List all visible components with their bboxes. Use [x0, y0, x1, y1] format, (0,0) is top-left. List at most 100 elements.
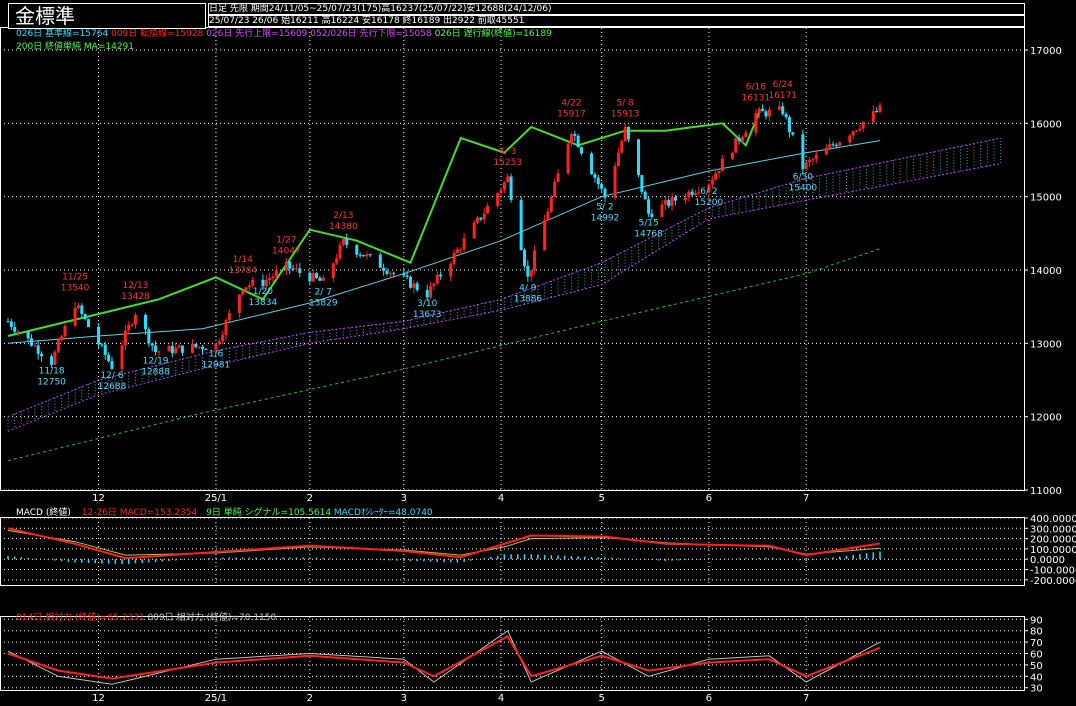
- candle-body: [623, 126, 627, 142]
- candle-body: [13, 327, 17, 332]
- candle-body: [556, 173, 560, 183]
- candle-body: [26, 331, 30, 339]
- candle-body: [509, 176, 513, 200]
- candle-body: [405, 275, 409, 277]
- annotation-date: 2/ 7: [315, 288, 332, 298]
- price-axis-label: 17000: [1030, 46, 1062, 57]
- candle-body: [415, 283, 419, 291]
- candle-body: [388, 272, 392, 274]
- annotation-value: 13829: [309, 299, 338, 309]
- candle-body: [425, 290, 429, 298]
- candle-body: [291, 268, 295, 270]
- candle-body: [29, 338, 33, 346]
- candle-body: [50, 356, 54, 365]
- lag-line: [7, 111, 761, 337]
- x-tick-label: 4: [498, 493, 504, 504]
- candle-body: [663, 200, 667, 205]
- candle-body: [730, 152, 734, 159]
- annotation-date: 11/18: [39, 367, 65, 377]
- candle-body: [341, 238, 345, 245]
- candle-body: [811, 159, 815, 161]
- annotation-date: 6/30: [793, 172, 813, 182]
- annotation-date: 1/6: [209, 350, 224, 360]
- macd-legend-signal: 9日 単純 シグナル=105.5614: [206, 508, 332, 518]
- candle-body: [499, 189, 503, 193]
- candle-body: [761, 108, 765, 112]
- macd-axis-label: -100.0000: [1030, 566, 1076, 577]
- candle-body: [197, 346, 201, 348]
- candle-body: [385, 270, 389, 274]
- candle-body: [103, 344, 107, 355]
- candle-body: [522, 250, 526, 266]
- candle-body: [449, 264, 453, 277]
- macd-axis-label: 100.0000: [1030, 545, 1076, 556]
- candle-body: [801, 134, 805, 170]
- candle-body: [596, 177, 600, 185]
- annotation-value: 15917: [557, 109, 586, 119]
- candle-body: [697, 192, 701, 194]
- x-tick-label: 5: [598, 493, 604, 504]
- candle-body: [392, 272, 396, 274]
- candle-body: [580, 147, 584, 154]
- candle-body: [271, 276, 275, 279]
- x-tick-label: 2: [307, 693, 313, 704]
- macd-title: MACD (終値): [16, 508, 71, 518]
- candle-body: [787, 117, 791, 133]
- rsi-axis-label: 60: [1030, 650, 1043, 661]
- candle-body: [613, 165, 617, 198]
- candle-body: [107, 354, 111, 362]
- annotation-value: 14380: [329, 222, 358, 232]
- candle-body: [180, 345, 184, 353]
- annotation-value: 13428: [121, 292, 150, 302]
- candle-body: [358, 254, 362, 256]
- candle-body: [435, 274, 439, 284]
- candle-body: [60, 336, 64, 341]
- rsi-axis-label: 70: [1030, 638, 1043, 649]
- annotation-value: 16131: [742, 94, 771, 104]
- annotation-value: 12981: [202, 361, 231, 371]
- candle-body: [429, 286, 433, 298]
- candle-body: [834, 145, 838, 147]
- annotation-date: 6/16: [746, 83, 766, 93]
- candle-body: [660, 204, 664, 217]
- candle-body: [784, 114, 788, 118]
- candle-body: [382, 267, 386, 271]
- candle-body: [412, 283, 416, 288]
- annotation-value: 12750: [37, 378, 66, 388]
- candle-body: [294, 268, 298, 270]
- candle-body: [83, 314, 87, 320]
- candle-body: [637, 139, 641, 176]
- candle-body: [647, 199, 651, 214]
- candle-body: [378, 254, 382, 268]
- lead2-line: [7, 163, 1001, 432]
- candle-body: [824, 147, 828, 155]
- candle-body: [170, 345, 174, 354]
- candle-body: [154, 345, 158, 352]
- price-axis-label: 16000: [1030, 119, 1062, 130]
- macd-legend: MACD (終値) 12-26日 MACD=153.2354 9日 単純 シグナ…: [16, 508, 433, 518]
- candle-body: [848, 135, 852, 143]
- annotation-value: 14992: [591, 213, 620, 223]
- annotation-date: 4/ 3: [499, 147, 516, 157]
- legend-lead1: 026日 先行上限=15609: [206, 29, 308, 39]
- candle-body: [777, 106, 781, 110]
- annotation-value: 12888: [141, 368, 170, 378]
- candle-body: [308, 272, 312, 282]
- quote-line: 25/07/23 26/06 始16211 高16224 安16178 終161…: [208, 15, 1025, 27]
- candle-body: [123, 330, 127, 346]
- candle-body: [241, 290, 245, 295]
- annotation-value: 13784: [228, 266, 257, 276]
- legend-base: 026日 基準線=15764: [16, 29, 109, 39]
- legend-lag: 026日 遅行線(終値)=16189: [434, 29, 552, 39]
- candle-body: [734, 137, 738, 153]
- annotation-date: 2/13: [333, 211, 353, 221]
- candle-body: [9, 321, 13, 328]
- candle-body: [315, 273, 319, 278]
- candle-body: [261, 279, 265, 287]
- x-tick-label: 25/1: [205, 493, 227, 504]
- candle-body: [720, 158, 724, 172]
- candle-body: [643, 191, 647, 200]
- candle-body: [600, 184, 604, 189]
- candle-body: [569, 133, 573, 144]
- rsi9-line: [7, 629, 881, 685]
